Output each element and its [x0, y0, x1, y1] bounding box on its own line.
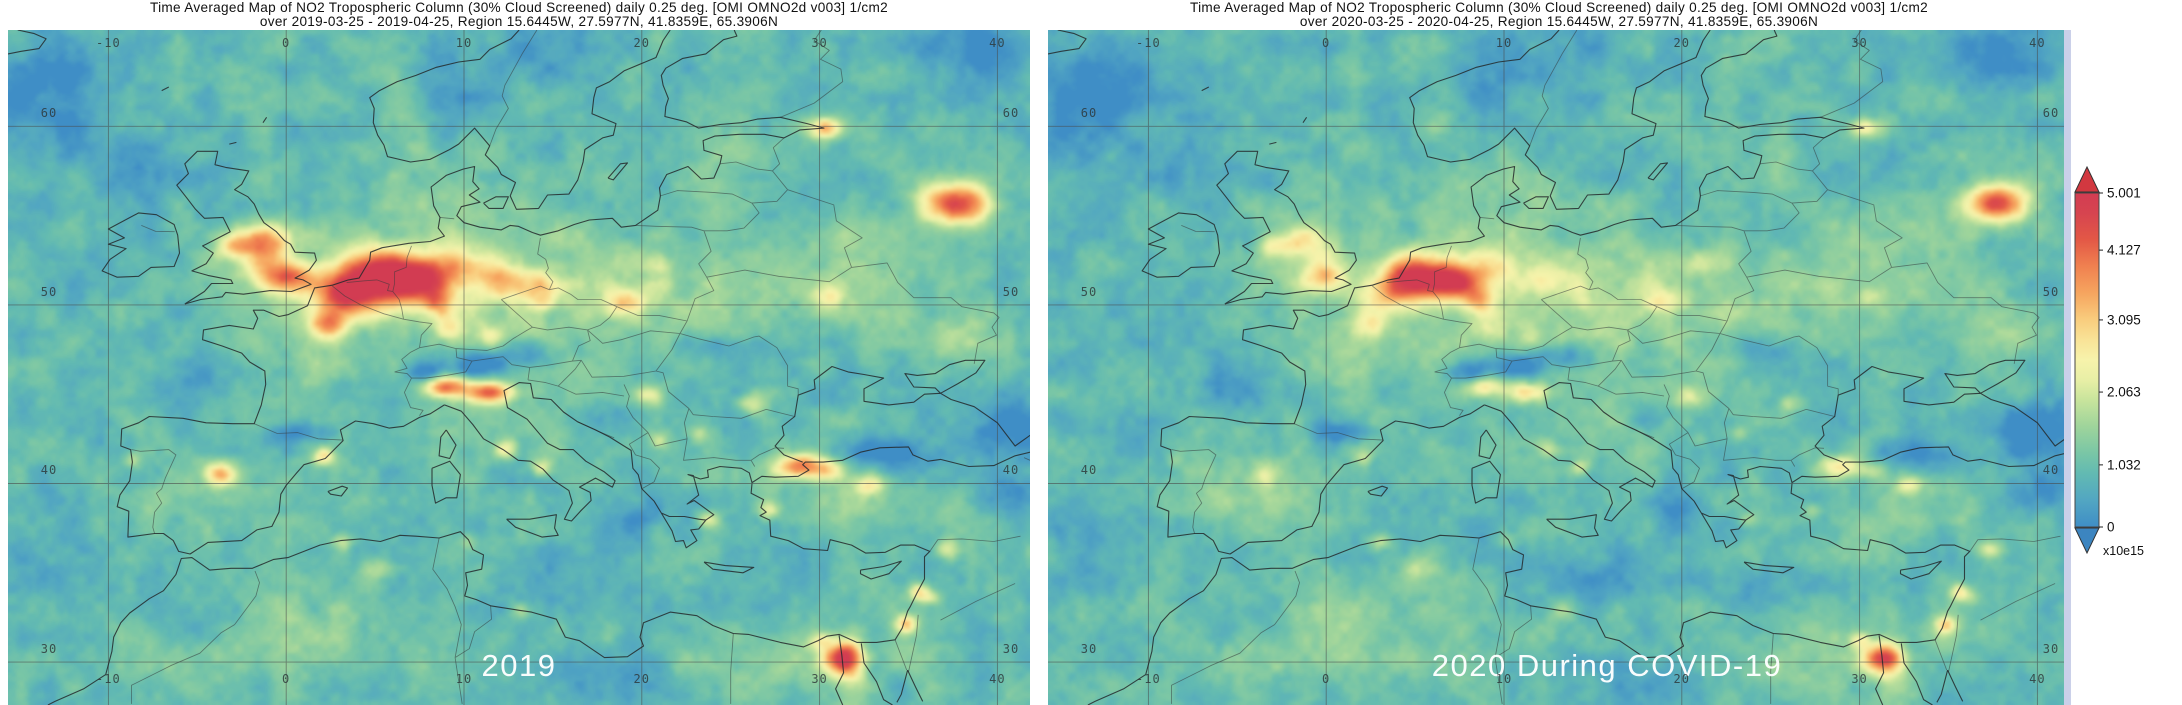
- colorbar-gradient: [2074, 192, 2100, 528]
- map-title-2020-line2: over 2020-03-25 - 2020-04-25, Region 15.…: [1299, 14, 1819, 29]
- colorbar-arrow-up-icon: [2074, 166, 2100, 193]
- colorbar-tick-label-2.063: 2.063: [2107, 385, 2141, 400]
- map-title-2019-line2: over 2019-03-25 - 2019-04-25, Region 15.…: [259, 14, 779, 29]
- colorbar-tick-label-1.032: 1.032: [2107, 457, 2141, 472]
- country-borders: [131, 30, 1030, 704]
- year-label-2020: 2020 During COVID-19: [1431, 648, 1783, 683]
- colorbar-tick-label-3.095: 3.095: [2107, 312, 2141, 327]
- coastlines: [1048, 30, 2070, 705]
- country-borders: [1171, 30, 2070, 704]
- coastlines: [8, 30, 1030, 705]
- no2-map-2020: 2020 During COVID-19 -10 -10 0 0 10 10 20 20 30 3…: [1048, 30, 2070, 705]
- colorbar: 5.001 4.127 3.095 2.063 1.032 0 x10e15: [2074, 166, 2144, 558]
- coastline-grid-overlay-2020: [1048, 30, 2070, 705]
- map-title-2019-line1: Time Averaged Map of NO2 Tropospheric Co…: [150, 0, 888, 15]
- map-title-2020: Time Averaged Map of NO2 Tropospheric Co…: [1048, 1, 2070, 29]
- colorbar-unit-label: x10e15: [2103, 544, 2144, 558]
- year-label-2019: 2019: [481, 648, 557, 683]
- no2-field-canvas-2020: [1048, 30, 2070, 705]
- panel-edge-strip: [2064, 30, 2071, 705]
- graticule-gridlines: [1048, 30, 2070, 705]
- coastline-grid-overlay-2019: [8, 30, 1030, 705]
- colorbar-tick-label-0: 0: [2107, 520, 2115, 535]
- colorbar-tick-label-4.127: 4.127: [2107, 243, 2141, 258]
- no2-field-canvas-2019: [8, 30, 1030, 705]
- colorbar-arrow-down-icon: [2074, 527, 2100, 555]
- graticule-gridlines: [8, 30, 1030, 705]
- no2-map-2019: 2019 -10 -10 0 0 10 10 20 20 30 30 40 40 60 60 50 50 40 4…: [8, 30, 1030, 705]
- map-title-2020-line1: Time Averaged Map of NO2 Tropospheric Co…: [1190, 0, 1928, 15]
- map-title-2019: Time Averaged Map of NO2 Tropospheric Co…: [8, 1, 1030, 29]
- colorbar-tick-label-5.001: 5.001: [2107, 186, 2141, 201]
